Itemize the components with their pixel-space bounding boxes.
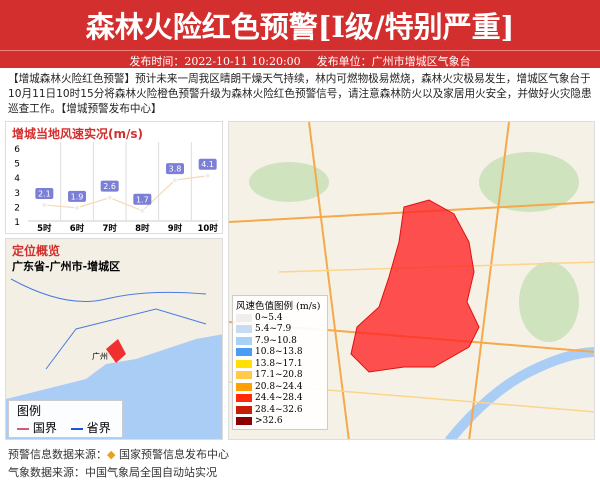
divider	[0, 50, 600, 51]
legend-swatch	[236, 382, 252, 391]
warning-content: 【增城森林火险红色预警】预计未来一周我区晴朗干燥天气持续，林内可燃物极易燃烧，森…	[8, 73, 592, 115]
national-border-label: 国界	[32, 421, 57, 435]
source-line: 预警信息数据来源：◆ 国家预警信息发布中心	[8, 446, 229, 462]
legend-item: 13.8~17.1	[236, 358, 324, 370]
source-name: 国家预警信息发布中心	[118, 448, 229, 461]
national-border-swatch	[17, 427, 29, 430]
publish-time: 发布时间：2022-10-11 10:20:00	[129, 55, 301, 68]
x-tick-label: 10时	[197, 223, 218, 233]
warning-area-map[interactable]	[228, 121, 595, 440]
legend-item: >32.6	[236, 416, 324, 428]
x-tick-label: 5时	[37, 223, 52, 233]
location-path: 广东省-广州市-增城区	[12, 260, 121, 273]
source-label: 预警信息数据来源：	[8, 448, 107, 461]
legend-label: 5.4~7.9	[255, 324, 292, 335]
y-tick-label: 4	[14, 174, 20, 184]
legend-label: >32.6	[255, 416, 283, 427]
wind-legend-title: 风速色值图例 (m/s)	[236, 301, 321, 312]
data-point	[41, 201, 48, 208]
x-tick-label: 9时	[168, 223, 183, 233]
publisher: 发布单位：广州市增城区气象台	[316, 55, 471, 68]
data-label-bg	[100, 180, 119, 192]
x-tick-label: 6时	[70, 223, 85, 233]
provincial-border-swatch	[70, 427, 83, 430]
street-map	[229, 122, 594, 439]
wind-chart-title: 增城当地风速实况(m/s)	[12, 127, 143, 141]
data-label: 2.6	[103, 182, 116, 191]
legend-item: 7.9~10.8	[236, 335, 324, 347]
header: 森林火险红色预警[I级/特别严重] 发布时间：2022-10-11 10:20:…	[0, 0, 600, 68]
legend-swatch	[236, 313, 252, 322]
page-title: 森林火险红色预警[I级/特别严重]	[85, 10, 515, 44]
nmc-logo-icon: ◆	[107, 448, 116, 461]
legend-item: 5.4~7.9	[236, 324, 324, 336]
legend-label: 17.1~20.8	[255, 370, 303, 381]
location-title: 定位概览	[12, 244, 61, 258]
legend-label: 20.8~24.4	[255, 381, 303, 392]
y-tick-label: 3	[14, 189, 20, 199]
y-tick-label: 1	[14, 218, 20, 228]
legend-swatch	[236, 405, 252, 414]
x-tick-label: 8时	[135, 223, 150, 233]
y-tick-label: 6	[14, 145, 20, 155]
legend-item: 24.4~28.4	[236, 393, 324, 405]
data-label: 3.8	[169, 165, 182, 174]
data-label-bg	[166, 163, 184, 175]
legend-item: 10.8~13.8	[236, 347, 324, 359]
data-point	[139, 207, 146, 214]
data-label: 4.1	[201, 160, 214, 169]
series-line	[44, 175, 208, 212]
legend-swatch	[236, 348, 252, 357]
legend-swatch	[236, 325, 252, 334]
data-point	[106, 194, 113, 201]
y-tick-label: 2	[14, 203, 20, 213]
legend-swatch	[236, 371, 252, 380]
data-label: 1.7	[136, 195, 149, 204]
legend-item: 17.1~20.8	[236, 370, 324, 382]
data-label: 1.9	[71, 192, 84, 201]
map-legend: 图例 国界 省界	[8, 400, 123, 438]
legend-label: 24.4~28.4	[255, 393, 303, 404]
provincial-border-label: 省界	[86, 421, 111, 435]
legend-label: 13.8~17.1	[255, 358, 303, 369]
map-legend-title: 图例	[17, 404, 42, 418]
legend-label: 28.4~32.6	[255, 404, 303, 415]
city-label: 广州	[92, 352, 108, 361]
x-tick-label: 7时	[102, 223, 117, 233]
wind-chart: 1 2 3 4 5 6 5时 6时 7时 8时 9时 10时 2.1 1.9 2.6 1.7 3.8 4.1	[14, 142, 218, 233]
data-point	[204, 172, 211, 179]
data-point	[172, 177, 178, 184]
data-label-bg	[133, 193, 152, 205]
data-point	[74, 204, 80, 211]
legend-swatch	[236, 417, 252, 426]
legend-item: 0~5.4	[236, 312, 324, 324]
wind-color-legend: 风速色值图例 (m/s) 0~5.4 5.4~7.9 7.9~10.8 10.8~13…	[232, 295, 328, 430]
legend-swatch	[236, 359, 252, 368]
legend-swatch	[236, 394, 252, 403]
weather-source: 气象数据来源：中国气象局全国自动站实况	[8, 466, 217, 479]
wind-chart-panel: 增城当地风速实况(m/s) 1 2 3 4 5 6 5时 6时 7时 8时 9时 10时 2.1 1.9 2…	[5, 121, 223, 234]
y-tick-label: 5	[14, 160, 20, 170]
legend-label: 10.8~13.8	[255, 347, 303, 358]
data-label-bg	[68, 190, 86, 202]
legend-label: 7.9~10.8	[255, 335, 297, 346]
legend-label: 0~5.4	[255, 312, 283, 323]
data-label-bg	[198, 158, 217, 170]
data-label-bg	[35, 187, 54, 199]
data-label: 2.1	[38, 189, 51, 198]
legend-item: 28.4~32.6	[236, 404, 324, 416]
legend-item: 20.8~24.4	[236, 381, 324, 393]
legend-swatch	[236, 336, 252, 345]
